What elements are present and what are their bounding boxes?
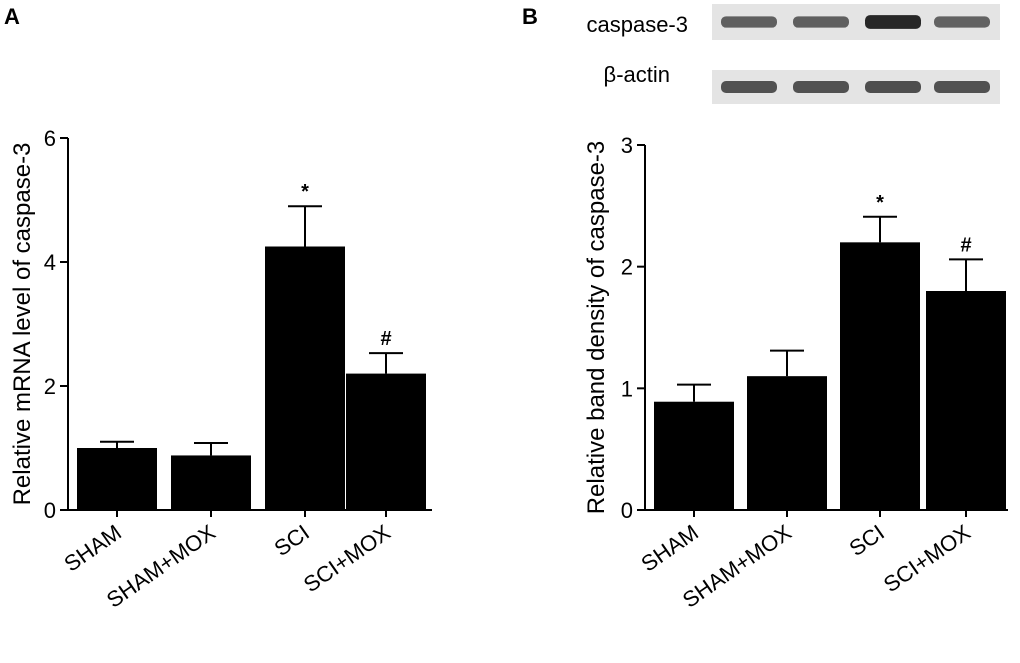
bar-sci [840, 242, 920, 511]
bar-sci-mox [346, 373, 426, 510]
blot-label-caspase-3: caspase-3 [586, 12, 688, 37]
y-tick-label: 0 [44, 498, 56, 523]
blot-band [721, 16, 777, 28]
y-axis-label: Relative mRNA level of caspase-3 [9, 143, 36, 506]
significance-mark: # [380, 328, 391, 350]
blot-band [721, 81, 777, 93]
y-tick-label: 6 [44, 126, 56, 151]
x-category-label: SHAM [636, 520, 702, 577]
blot-band [793, 81, 849, 93]
x-category-label: SHAM [59, 520, 125, 577]
panel-letter-b: B [522, 4, 538, 29]
panel-letter-a: A [4, 4, 20, 29]
significance-mark: * [876, 192, 884, 214]
blot-band [934, 81, 990, 93]
bar-sci-mox [926, 291, 1006, 510]
blot-band [793, 16, 849, 28]
significance-mark: # [960, 234, 971, 256]
blot-label-beta-actin: β-actin [604, 62, 670, 87]
x-category-label: SCI [844, 520, 888, 562]
x-category-label: SCI+MOX [879, 519, 975, 597]
bar-sci [265, 246, 345, 510]
chart-a: 0 2 4 6 Relative mRNA level of caspase-3 SHAM… [9, 126, 432, 613]
blot-band [865, 80, 921, 94]
bar-sham [77, 448, 157, 510]
western-blot: caspase-3 β-actin [586, 4, 1000, 104]
y-tick-label: 2 [44, 374, 56, 399]
y-tick-label: 0 [621, 498, 633, 523]
y-tick-label: 2 [621, 255, 633, 280]
bar-sham-mox [747, 376, 827, 510]
blot-band [865, 15, 921, 29]
significance-mark: * [301, 181, 309, 203]
bar-sham-mox [171, 455, 251, 510]
chart-b: 0 1 2 3 Relative band density of caspase-3 SH… [583, 133, 1008, 613]
x-category-label: SCI [269, 520, 313, 562]
x-category-label: SCI+MOX [299, 519, 395, 597]
y-tick-label: 4 [44, 250, 56, 275]
y-tick-label: 3 [621, 133, 633, 158]
blot-band [934, 16, 990, 28]
bar-sham [654, 401, 734, 510]
y-tick-label: 1 [621, 376, 633, 401]
y-axis-label: Relative band density of caspase-3 [583, 141, 610, 515]
